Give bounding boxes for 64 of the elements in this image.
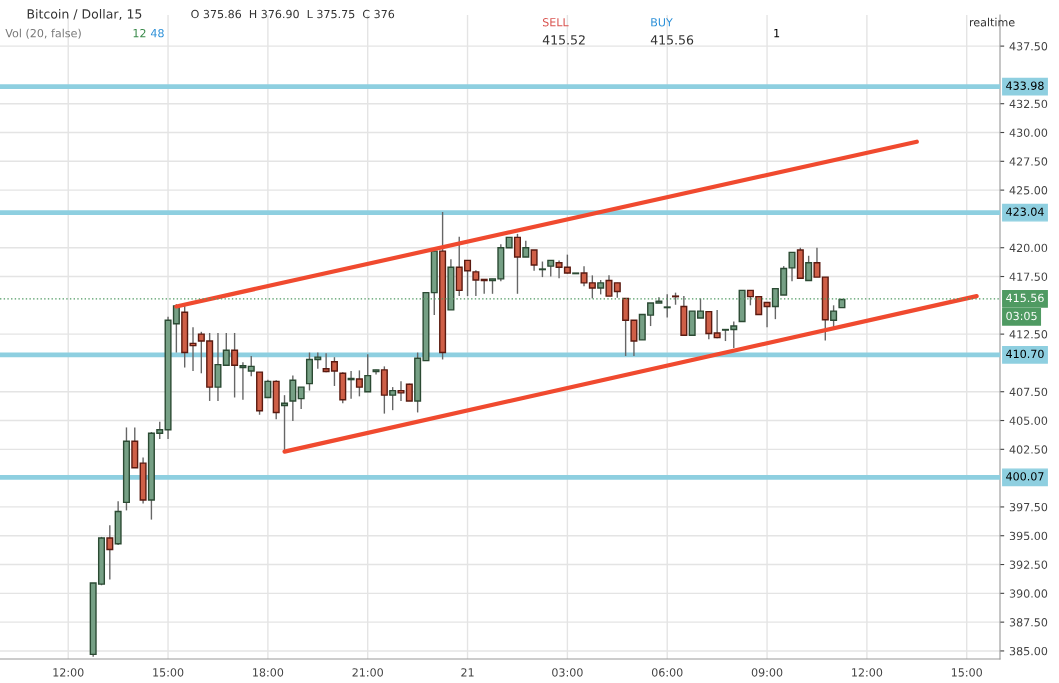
y-tick-label: 395.00	[1009, 531, 1048, 541]
y-tick-label: 385.00	[1009, 646, 1048, 656]
y-tick-label: 427.50	[1009, 157, 1048, 166]
candlestick	[239, 361, 247, 401]
y-tick-label: 387.50	[1009, 618, 1048, 627]
candlestick	[663, 293, 671, 319]
ref-line-label: 423.04	[1006, 207, 1044, 216]
x-tick-label: 12:00	[53, 668, 84, 677]
y-tick-label: 402.50	[1009, 445, 1048, 454]
annotation: realtime	[969, 17, 1015, 27]
text: 03:05	[1006, 311, 1037, 321]
candlestick	[805, 255, 813, 282]
candlestick	[231, 332, 239, 399]
candlestick	[763, 301, 771, 328]
candlestick	[705, 310, 713, 340]
y-tick-label: 407.50	[1009, 387, 1048, 397]
y-tick-label: 392.50	[1009, 560, 1048, 569]
x-tick-label: 15:00	[153, 668, 184, 677]
candlestick	[713, 309, 721, 339]
candlestick	[297, 386, 305, 410]
y-tick-label: 390.00	[1009, 589, 1048, 598]
y-tick-label: 405.00	[1009, 416, 1048, 425]
x-tick-label: 21:00	[352, 668, 383, 677]
candlestick	[214, 332, 222, 402]
y-tick-label: 417.50	[1009, 272, 1048, 281]
ref-line-label: 433.98	[1006, 81, 1044, 90]
candlestick	[364, 353, 372, 393]
candlestick	[530, 249, 538, 272]
candlestick	[222, 332, 230, 366]
x-tick-label: 21	[461, 668, 474, 677]
candlestick	[106, 524, 114, 581]
annotation: O 375.86 H 376.90 L 375.75 C 376	[191, 9, 395, 19]
candlestick	[472, 269, 480, 297]
annotation: Vol (20, false)	[5, 28, 81, 39]
x-tick-label: 03:00	[552, 668, 583, 677]
x-tick-label: 12:00	[852, 668, 883, 677]
annotation: 48	[150, 28, 164, 38]
ref-line-label: 400.07	[1006, 472, 1044, 481]
candlestick	[247, 355, 255, 377]
annotation: BUY	[651, 18, 673, 27]
candlestick	[355, 369, 363, 398]
ref-line-label: 410.70	[1006, 349, 1044, 359]
candlestick	[289, 374, 297, 422]
y-tick-label: 397.50	[1009, 502, 1048, 512]
y-tick-label: 437.50	[1009, 42, 1048, 51]
chart-title: Bitcoin / Dollar, 15	[27, 8, 142, 20]
candlestick	[513, 233, 521, 295]
x-tick-label: 09:00	[751, 668, 783, 677]
annotation: 415.52	[542, 35, 585, 45]
y-tick-label: 430.00	[1009, 128, 1048, 137]
annotation: 415.56	[650, 35, 694, 45]
ref-line-label: 415.56	[1006, 293, 1044, 303]
annotation: SELL	[542, 18, 569, 27]
annotation: 1	[774, 29, 780, 38]
y-tick-label: 420.00	[1009, 243, 1048, 253]
y-tick-label: 412.50	[1009, 330, 1048, 339]
candlestick	[389, 386, 397, 411]
x-tick-label: 06:00	[651, 668, 683, 677]
x-tick-label: 18:00	[253, 668, 284, 677]
x-tick-label: 15:00	[951, 668, 982, 677]
y-tick-label: 432.50	[1009, 99, 1048, 109]
annotation: 12	[133, 28, 146, 38]
y-tick-label: 425.00	[1009, 186, 1048, 195]
candlestick	[813, 247, 821, 278]
